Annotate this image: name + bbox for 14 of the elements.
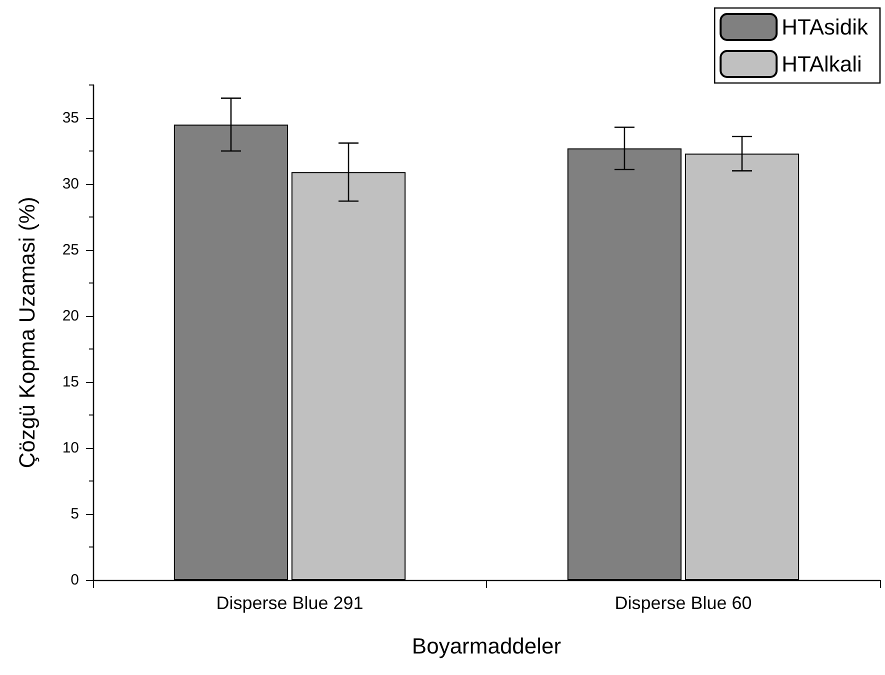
legend-label: HTAsidik (782, 14, 869, 40)
y-tick-label: 5 (70, 506, 79, 522)
x-tick-label: Disperse Blue 60 (614, 593, 752, 613)
x-tick-label: Disperse Blue 291 (216, 593, 364, 613)
y-tick-label: 30 (62, 176, 79, 192)
y-tick-label: 35 (62, 110, 79, 126)
y-tick-label: 0 (70, 572, 79, 588)
y-tick-label: 20 (62, 308, 79, 324)
y-tick-label: 15 (62, 374, 79, 390)
y-tick-label: 10 (62, 440, 79, 456)
legend-label: HTAlkali (782, 52, 862, 76)
y-tick-label: 25 (62, 242, 79, 258)
x-axis-title: Boyarmaddeler (412, 634, 562, 658)
y-axis-title: Çözgü Kopma Uzamasi (%) (14, 196, 40, 468)
